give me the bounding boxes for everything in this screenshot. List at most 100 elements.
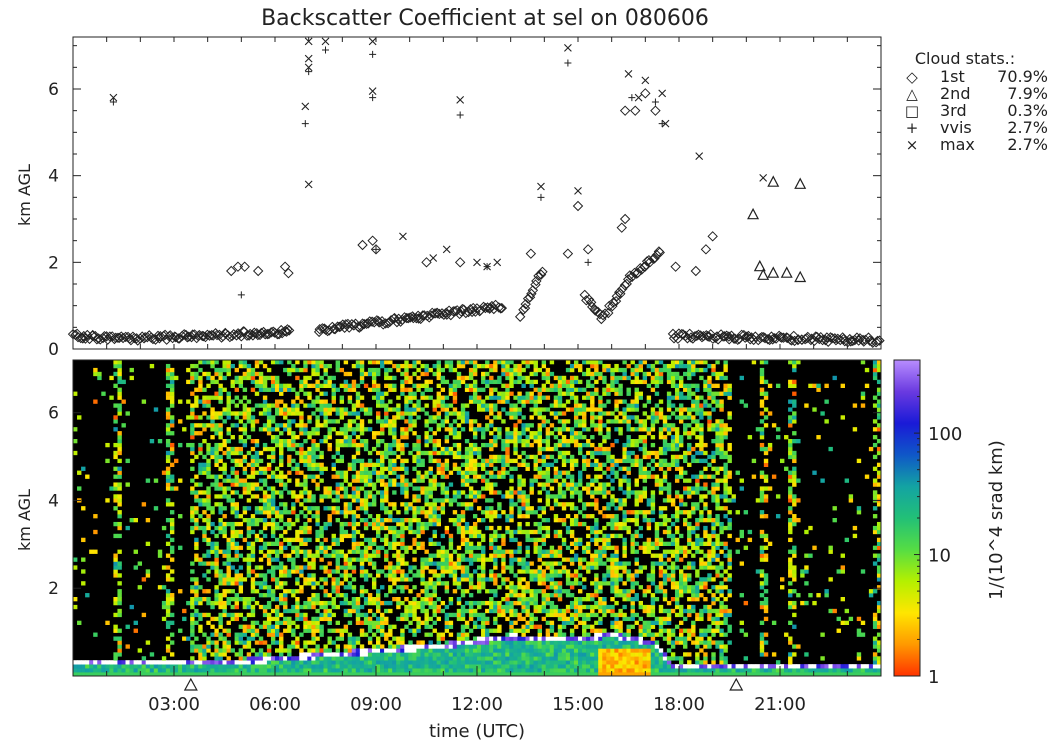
heatmap-cell <box>299 399 304 404</box>
heatmap-cell <box>371 624 377 629</box>
heatmap-cell <box>275 581 280 586</box>
heatmap-cell <box>444 585 450 590</box>
heatmap-cell <box>432 407 437 412</box>
heatmap-cell <box>291 407 296 412</box>
heatmap-cell <box>242 470 248 475</box>
heatmap-cell <box>376 415 381 420</box>
heatmap-cell <box>169 462 175 467</box>
heatmap-cell <box>371 466 377 471</box>
heatmap-cell <box>238 411 244 416</box>
heatmap-cell <box>408 506 413 511</box>
heatmap-cell <box>400 573 405 578</box>
heatmap-cell <box>165 391 171 396</box>
heatmap-cell <box>101 668 106 673</box>
heatmap-cell <box>460 537 466 543</box>
heatmap-cell <box>335 442 340 448</box>
heatmap-cell <box>319 529 324 535</box>
heatmap-cell <box>396 656 401 661</box>
heatmap-cell <box>287 664 292 669</box>
heatmap-cell <box>254 371 260 377</box>
heatmap-cell <box>295 600 300 606</box>
cloud-point-1st <box>651 249 663 261</box>
heatmap-cell <box>452 411 458 416</box>
heatmap-cell <box>529 490 534 495</box>
heatmap-cell <box>529 569 534 574</box>
heatmap-cell <box>218 521 223 527</box>
heatmap-cell <box>194 403 199 408</box>
heatmap-cell <box>388 628 393 633</box>
heatmap-cell <box>186 415 191 420</box>
heatmap-cell <box>396 395 401 400</box>
cloud-point-vvis <box>237 291 245 299</box>
heatmap-cell <box>380 620 385 625</box>
heatmap-cell <box>509 620 514 625</box>
heatmap-cell <box>460 541 466 546</box>
heatmap-cell <box>477 640 482 645</box>
heatmap-cell <box>412 391 417 396</box>
heatmap-cell <box>270 490 276 495</box>
heatmap-cell <box>351 494 357 499</box>
heatmap-cell <box>218 446 223 452</box>
heatmap-cell <box>428 569 433 574</box>
heatmap-cell <box>380 648 385 653</box>
chart-title: Backscatter Coefficient at sel on 080606 <box>261 6 709 31</box>
heatmap-cell <box>533 367 538 373</box>
cloud-point-1st <box>343 322 355 333</box>
cloud-point-1st <box>689 330 701 342</box>
heatmap-cell <box>266 569 272 574</box>
heatmap-cell <box>456 423 462 428</box>
heatmap-cell <box>412 616 417 622</box>
heatmap-cell <box>169 652 175 657</box>
heatmap-cell <box>315 628 320 633</box>
heatmap-cell <box>456 561 462 566</box>
heatmap-cell <box>250 660 256 665</box>
heatmap-cell <box>412 656 417 661</box>
heatmap-cell <box>97 375 102 381</box>
heatmap-cell <box>178 628 183 633</box>
heatmap-cell <box>327 427 332 432</box>
heatmap-cell <box>299 482 304 487</box>
heatmap-cell <box>505 549 510 554</box>
cloud-point-1st <box>220 328 231 340</box>
cloud-point-1st <box>454 257 466 268</box>
heatmap-cell <box>214 525 219 531</box>
heatmap-cell <box>359 407 365 412</box>
heatmap-cell <box>460 668 466 673</box>
heatmap-cell <box>178 668 183 673</box>
heatmap-cell <box>456 450 462 456</box>
heatmap-cell <box>347 648 353 653</box>
heatmap-cell <box>258 510 264 515</box>
heatmap-cell <box>283 648 288 653</box>
heatmap-cell <box>481 462 486 467</box>
heatmap-cell <box>359 458 365 464</box>
heatmap-cell <box>384 411 389 416</box>
heatmap-cell <box>468 423 474 428</box>
heatmap-cell <box>218 411 223 416</box>
heatmap-cell <box>287 668 292 673</box>
heatmap-cell <box>533 371 538 377</box>
heatmap-cell <box>315 442 320 448</box>
heatmap-cell <box>246 521 252 527</box>
heatmap-cell <box>113 612 118 618</box>
heatmap-cell <box>493 581 498 586</box>
cloud-point-1st <box>448 306 459 317</box>
heatmap-cell <box>250 656 256 661</box>
heatmap-cell <box>335 569 340 574</box>
heatmap-cell <box>206 502 211 507</box>
heatmap-cell <box>513 502 518 507</box>
cloud-point-2nd <box>794 177 807 189</box>
heatmap-cell <box>157 549 163 554</box>
heatmap-cell <box>533 529 538 535</box>
heatmap-cell <box>436 439 441 444</box>
heatmap-cell <box>206 518 211 523</box>
heatmap-cell <box>456 616 462 622</box>
heatmap-cell <box>299 549 304 554</box>
heatmap-cell <box>513 446 518 452</box>
heatmap-cell <box>291 411 296 416</box>
heatmap-cell <box>230 450 235 456</box>
heatmap-cell <box>424 660 429 665</box>
heatmap-cell <box>165 573 171 578</box>
heatmap-cell <box>485 462 490 467</box>
heatmap-cell <box>206 486 211 491</box>
heatmap-cell <box>303 521 308 527</box>
